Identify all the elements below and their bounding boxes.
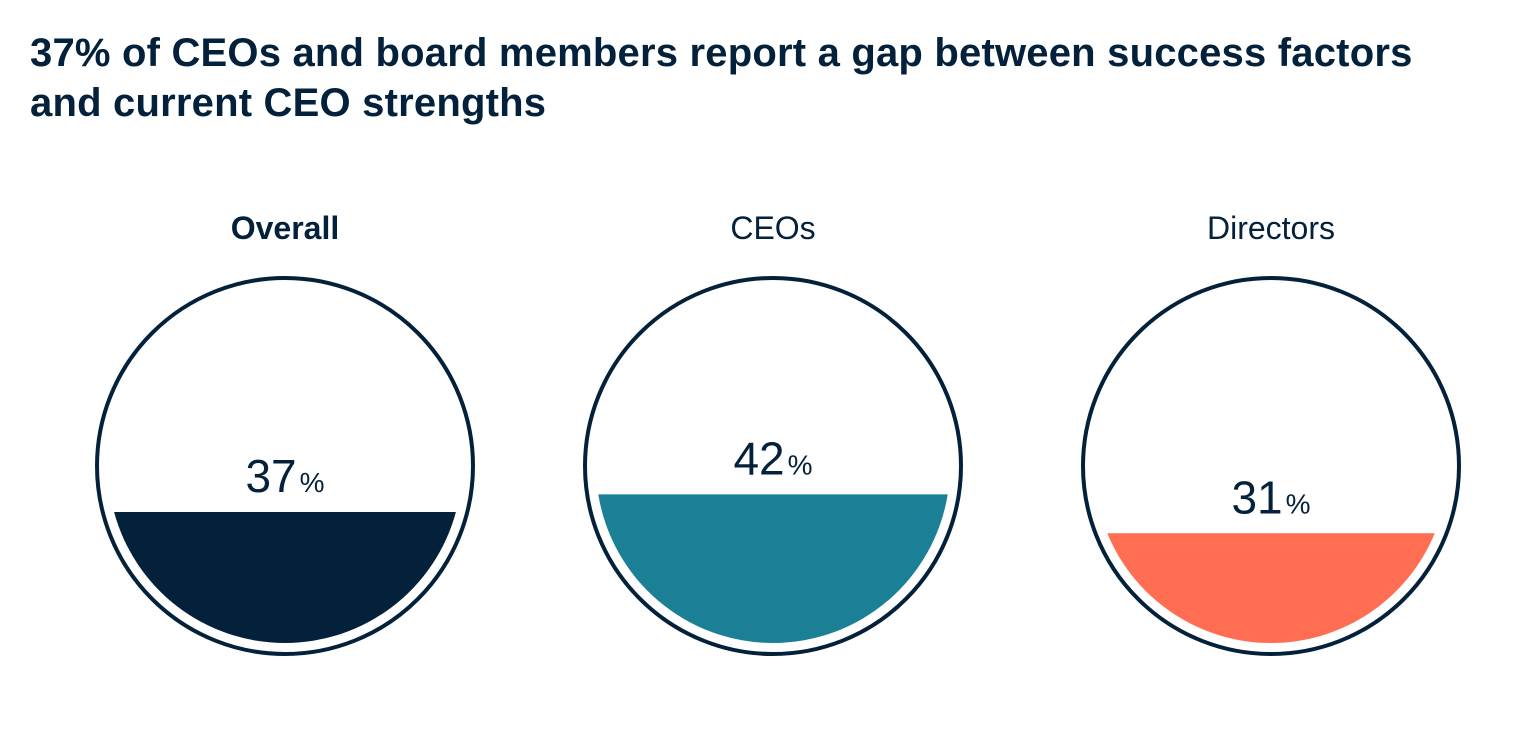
gauge-fill-ceos (598, 494, 948, 644)
gauge-label-directors: Directors (1207, 210, 1335, 246)
gauge-value-directors: 31% (1231, 471, 1310, 523)
gauge-value-number: 42 (733, 432, 784, 484)
gauge-label-overall: Overall (231, 210, 340, 246)
gauge-value-unit: % (788, 449, 813, 480)
gauge-directors: Directors 31% (1081, 210, 1461, 656)
gauge-label-ceos: CEOs (730, 210, 815, 246)
gauge-value-overall: 37% (245, 450, 324, 502)
gauge-value-number: 31 (1231, 471, 1282, 523)
gauge-ceos: CEOs 42% (583, 210, 963, 656)
gauge-value-number: 37 (245, 450, 296, 502)
gauge-value-unit: % (300, 467, 325, 498)
gauge-overall: Overall 37% (95, 210, 475, 656)
gauge-value-ceos: 42% (733, 432, 812, 484)
gauge-fill-overall (114, 512, 456, 643)
gauge-value-unit: % (1286, 488, 1311, 519)
gauge-fill-directors (1107, 533, 1435, 644)
chart-title: 37% of CEOs and board members report a g… (30, 31, 1413, 125)
